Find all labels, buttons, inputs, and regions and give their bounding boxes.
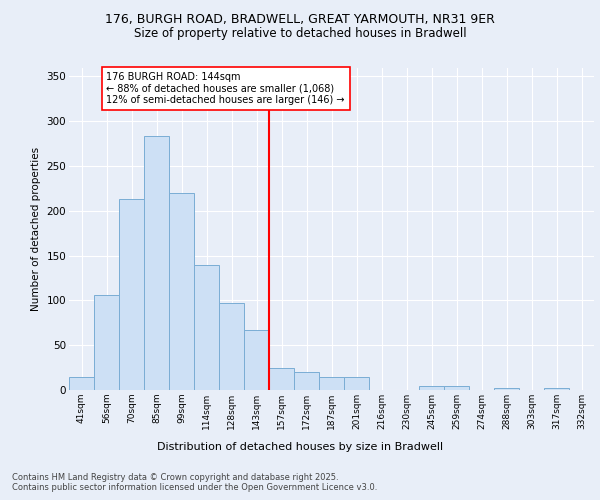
Bar: [119, 199, 144, 390]
Bar: [194, 266, 219, 390]
Y-axis label: Number of detached properties: Number of detached properties: [31, 146, 41, 311]
Bar: [144, 136, 169, 390]
Bar: [269, 368, 294, 390]
Bar: [494, 388, 519, 390]
Bar: [69, 378, 94, 390]
Bar: [444, 386, 469, 390]
Bar: [94, 295, 119, 390]
Text: 176, BURGH ROAD, BRADWELL, GREAT YARMOUTH, NR31 9ER: 176, BURGH ROAD, BRADWELL, GREAT YARMOUT…: [105, 12, 495, 26]
Bar: [419, 386, 444, 390]
Bar: [319, 378, 344, 390]
Bar: [244, 330, 269, 390]
Text: Contains HM Land Registry data © Crown copyright and database right 2025.
Contai: Contains HM Land Registry data © Crown c…: [12, 472, 377, 492]
Bar: [219, 303, 244, 390]
Bar: [344, 376, 369, 390]
Bar: [544, 388, 569, 390]
Text: Distribution of detached houses by size in Bradwell: Distribution of detached houses by size …: [157, 442, 443, 452]
Bar: [294, 372, 319, 390]
Text: Size of property relative to detached houses in Bradwell: Size of property relative to detached ho…: [134, 28, 466, 40]
Bar: [169, 193, 194, 390]
Text: 176 BURGH ROAD: 144sqm
← 88% of detached houses are smaller (1,068)
12% of semi-: 176 BURGH ROAD: 144sqm ← 88% of detached…: [107, 72, 345, 105]
